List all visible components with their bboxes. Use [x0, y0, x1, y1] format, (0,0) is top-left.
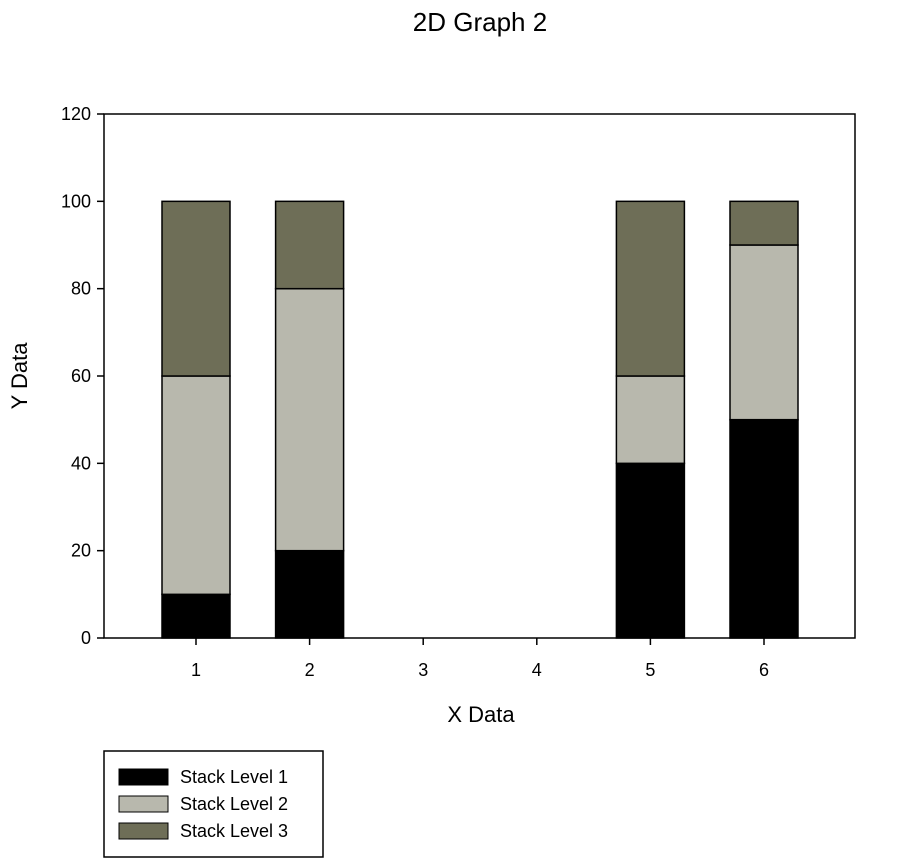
bar-segment-level-2-x-1	[161, 375, 231, 596]
legend: Stack Level 1 Stack Level 2 Stack Level 3	[103, 750, 324, 858]
y-axis-title: Y Data	[7, 342, 32, 410]
x-tick-label: 2	[305, 660, 315, 680]
bar-segment-level-2-x-5	[615, 375, 686, 465]
x-axis: 1 2 3 4 5 6	[191, 638, 769, 680]
bar-segment-level-3-x-2	[274, 200, 345, 290]
bar-segment-level-3-x-5	[615, 200, 686, 377]
bar-segment-level-3-x-6	[729, 200, 799, 246]
legend-swatch-level-2	[118, 795, 169, 813]
y-tick-label: 40	[71, 453, 91, 473]
legend-label-level-3: Stack Level 3	[180, 821, 288, 841]
y-tick-label: 120	[61, 104, 91, 124]
bar-segment-level-2-x-6	[729, 244, 799, 421]
legend-swatch-level-3	[118, 822, 169, 840]
bar-segment-level-1-x-5	[615, 462, 686, 639]
x-tick-label: 4	[532, 660, 542, 680]
bar-segment-level-1-x-6	[729, 418, 799, 639]
bar-segment-level-2-x-2	[274, 287, 345, 552]
y-tick-label: 20	[71, 541, 91, 561]
legend-label-level-2: Stack Level 2	[180, 794, 288, 814]
y-tick-label: 60	[71, 366, 91, 386]
bars-group	[161, 200, 799, 639]
x-tick-label: 5	[645, 660, 655, 680]
y-tick-label: 80	[71, 279, 91, 299]
legend-label-level-1: Stack Level 1	[180, 767, 288, 787]
y-tick-label: 100	[61, 191, 91, 211]
y-tick-label: 0	[81, 628, 91, 648]
chart-title: 2D Graph 2	[413, 7, 547, 37]
bar-segment-level-1-x-1	[161, 593, 231, 639]
x-tick-label: 3	[418, 660, 428, 680]
x-tick-label: 1	[191, 660, 201, 680]
legend-swatch-level-1	[118, 768, 169, 786]
y-axis: 0 20 40 60 80 100 120	[61, 104, 104, 648]
x-tick-label: 6	[759, 660, 769, 680]
x-axis-title: X Data	[447, 702, 515, 727]
bar-segment-level-1-x-2	[274, 549, 345, 639]
bar-segment-level-3-x-1	[161, 200, 231, 377]
